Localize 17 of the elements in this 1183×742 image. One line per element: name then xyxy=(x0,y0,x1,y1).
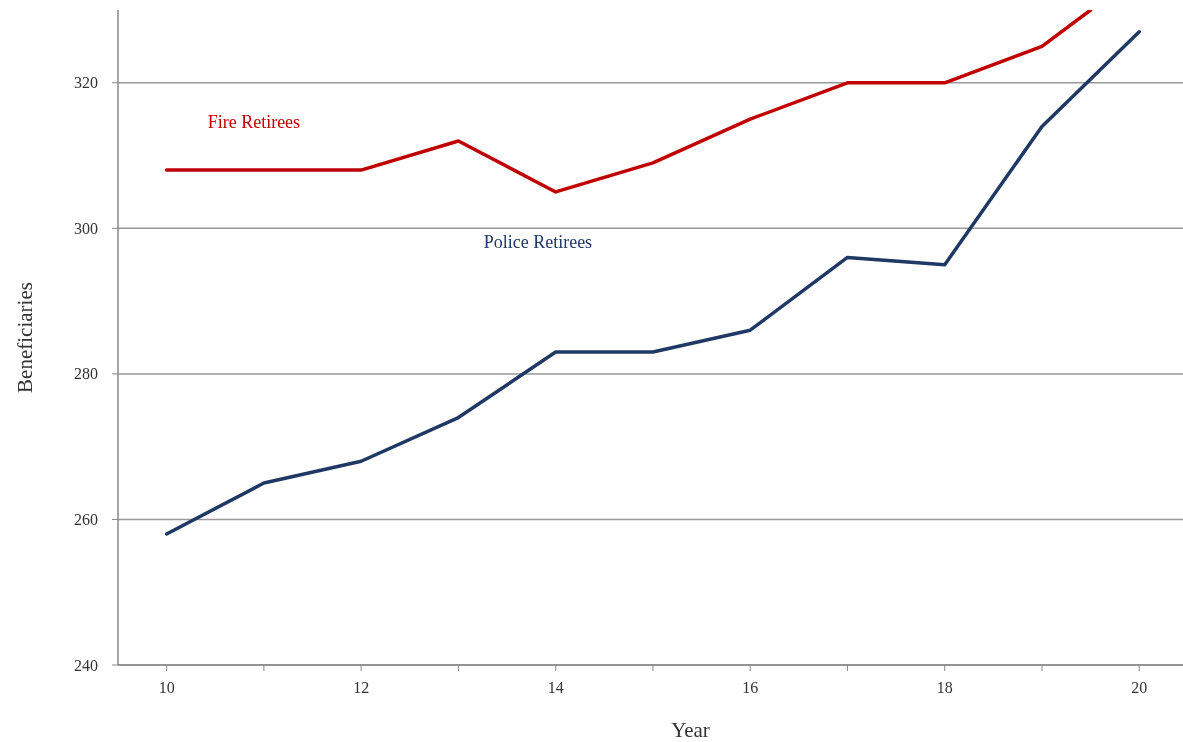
y-tick-label: 260 xyxy=(74,511,98,529)
y-tick-label: 280 xyxy=(74,365,98,383)
line-series xyxy=(164,30,1141,536)
text: Fire Retirees xyxy=(207,112,301,133)
x-tick-label: 10 xyxy=(158,679,175,696)
y-tick-label: 320 xyxy=(74,74,98,92)
x-axis-title: Year xyxy=(671,718,710,742)
y-tick-label: 300 xyxy=(74,219,98,237)
y-tick-label: 240 xyxy=(74,656,98,674)
x-tick-label: 12 xyxy=(353,679,370,696)
text: Police Retirees xyxy=(483,232,593,253)
line-series xyxy=(164,10,1093,194)
x-tick-label: 20 xyxy=(1131,679,1148,696)
x-tick-label: 18 xyxy=(936,679,953,696)
x-tick-label: 14 xyxy=(547,679,564,696)
x-tick-label: 16 xyxy=(742,679,759,696)
y-axis-title: Beneficiaries xyxy=(13,282,37,393)
